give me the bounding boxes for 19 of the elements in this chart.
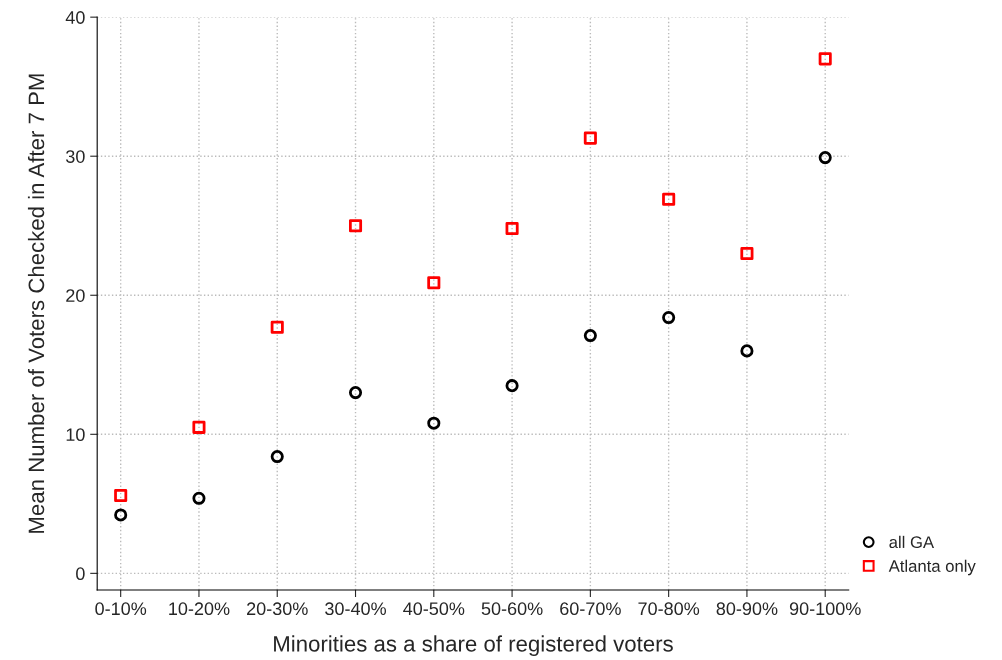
x-tick-label: 20-30%: [247, 602, 308, 616]
y-tick-label: 30: [66, 150, 85, 163]
x-axis-title: Minorities as a share of registered voters: [274, 635, 673, 657]
x-tick-label: 70-80%: [638, 602, 700, 616]
x-tick-label: 10-20%: [169, 602, 230, 616]
x-tick-label: 90-100%: [789, 602, 861, 616]
legend-label: Atlanta only: [888, 559, 976, 576]
x-tick-label: 30-40%: [325, 602, 386, 616]
x-tick-label: 60-70%: [560, 602, 621, 616]
y-tick-label: 20: [66, 289, 85, 302]
x-tick-label: 50-60%: [481, 602, 543, 616]
x-tick-label: 80-90%: [716, 602, 778, 616]
x-tick-label: 40-50%: [403, 602, 465, 616]
y-axis-title: Mean Number of Voters Checked in After 7 PM: [27, 74, 45, 533]
legend-label: all GA: [889, 535, 935, 549]
x-tick-label: 0-10%: [95, 602, 147, 616]
y-tick-label: 10: [66, 428, 85, 442]
y-tick-label: 0: [76, 567, 85, 581]
y-tick-label: 40: [65, 11, 85, 24]
